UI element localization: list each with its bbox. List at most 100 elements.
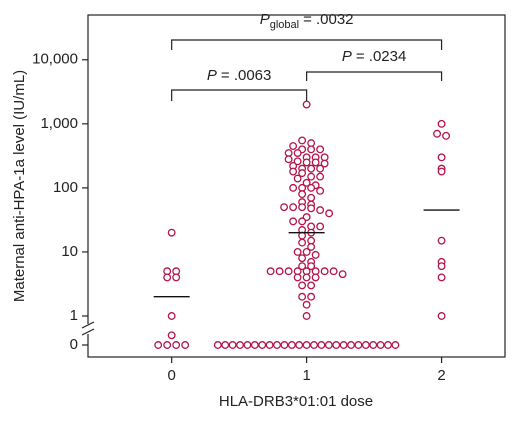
data-point bbox=[298, 203, 307, 212]
data-point bbox=[243, 341, 252, 349]
data-point bbox=[320, 159, 329, 168]
data-point bbox=[302, 273, 311, 282]
data-point bbox=[307, 204, 316, 213]
x-tick-label: 2 bbox=[437, 367, 445, 384]
data-point bbox=[273, 341, 281, 349]
data-point bbox=[369, 341, 378, 349]
data-point bbox=[295, 341, 304, 349]
data-point bbox=[307, 281, 316, 290]
data-point bbox=[317, 341, 326, 349]
data-point bbox=[302, 247, 311, 256]
data-point bbox=[154, 341, 163, 349]
data-point bbox=[316, 172, 325, 181]
data-point bbox=[258, 341, 267, 349]
data-point bbox=[437, 312, 446, 320]
plot-frame bbox=[87, 14, 506, 358]
p-text: = .0063 bbox=[221, 67, 271, 84]
axis-break bbox=[81, 321, 95, 329]
data-point bbox=[307, 242, 316, 251]
data-point bbox=[320, 267, 329, 276]
p-value: P = .0063 bbox=[207, 67, 271, 84]
data-point bbox=[302, 341, 311, 349]
x-tick-label: 1 bbox=[302, 367, 310, 384]
data-point bbox=[311, 273, 320, 282]
p-symbol: P bbox=[207, 67, 217, 84]
data-point bbox=[293, 273, 302, 282]
bracket bbox=[171, 89, 308, 101]
data-point bbox=[284, 155, 293, 164]
data-point bbox=[167, 228, 176, 237]
data-point bbox=[376, 341, 385, 349]
data-point bbox=[265, 341, 274, 349]
data-point bbox=[289, 183, 298, 192]
data-point bbox=[437, 119, 446, 128]
data-point bbox=[293, 247, 302, 256]
y-tick-label: 100 bbox=[53, 179, 78, 196]
data-point bbox=[298, 169, 307, 178]
data-point bbox=[437, 262, 446, 271]
data-point bbox=[307, 172, 316, 181]
data-point bbox=[167, 331, 176, 340]
data-point bbox=[307, 193, 316, 202]
data-point bbox=[284, 267, 293, 276]
p-symbol: P bbox=[260, 11, 270, 28]
data-point bbox=[310, 341, 318, 349]
p-subscript: global bbox=[270, 19, 299, 31]
data-point bbox=[181, 341, 190, 349]
data-point bbox=[302, 158, 311, 167]
data-point bbox=[250, 341, 259, 349]
data-point bbox=[324, 341, 333, 349]
data-point bbox=[329, 267, 338, 276]
data-point bbox=[307, 183, 316, 192]
data-point bbox=[228, 341, 237, 349]
data-point bbox=[332, 341, 341, 349]
data-point bbox=[325, 209, 334, 218]
x-axis-label: HLA-DRB3*01:01 dose bbox=[219, 393, 373, 410]
data-point bbox=[298, 292, 307, 301]
data-point bbox=[221, 341, 230, 349]
data-point bbox=[437, 236, 446, 245]
data-point bbox=[298, 136, 307, 145]
data-point bbox=[307, 145, 316, 154]
p-text: = .0032 bbox=[303, 11, 353, 28]
axis-break-gap bbox=[82, 324, 94, 334]
data-point bbox=[302, 312, 311, 320]
data-point bbox=[275, 267, 284, 276]
data-point bbox=[338, 270, 347, 279]
data-point bbox=[316, 164, 325, 173]
data-point bbox=[302, 100, 311, 109]
data-point bbox=[316, 145, 325, 154]
data-point bbox=[298, 190, 307, 199]
data-point bbox=[361, 341, 370, 349]
x-tick-label: 0 bbox=[167, 367, 175, 384]
data-point bbox=[433, 129, 442, 138]
data-point bbox=[437, 153, 446, 162]
data-point bbox=[298, 262, 307, 271]
data-point bbox=[163, 273, 172, 282]
data-point bbox=[437, 167, 446, 176]
data-point bbox=[266, 267, 275, 276]
data-point bbox=[302, 300, 311, 309]
data-point bbox=[293, 157, 302, 166]
data-point bbox=[287, 341, 296, 349]
data-point bbox=[293, 174, 302, 183]
y-tick-label: 1 bbox=[70, 307, 78, 324]
data-point bbox=[289, 203, 298, 212]
bracket bbox=[171, 39, 443, 50]
data-point bbox=[302, 178, 311, 187]
y-tick-label: 1,000 bbox=[40, 115, 78, 132]
data-point bbox=[280, 341, 289, 349]
data-point bbox=[316, 222, 325, 231]
axis-break bbox=[81, 328, 95, 336]
y-tick-label: 10 bbox=[61, 243, 78, 260]
bracket bbox=[306, 71, 443, 81]
p-symbol: P bbox=[342, 48, 352, 65]
data-point bbox=[347, 341, 355, 349]
data-point bbox=[339, 341, 348, 349]
data-point bbox=[298, 281, 307, 290]
data-point bbox=[298, 238, 307, 247]
data-point bbox=[289, 142, 298, 150]
data-point bbox=[163, 341, 172, 349]
data-point bbox=[298, 217, 307, 226]
